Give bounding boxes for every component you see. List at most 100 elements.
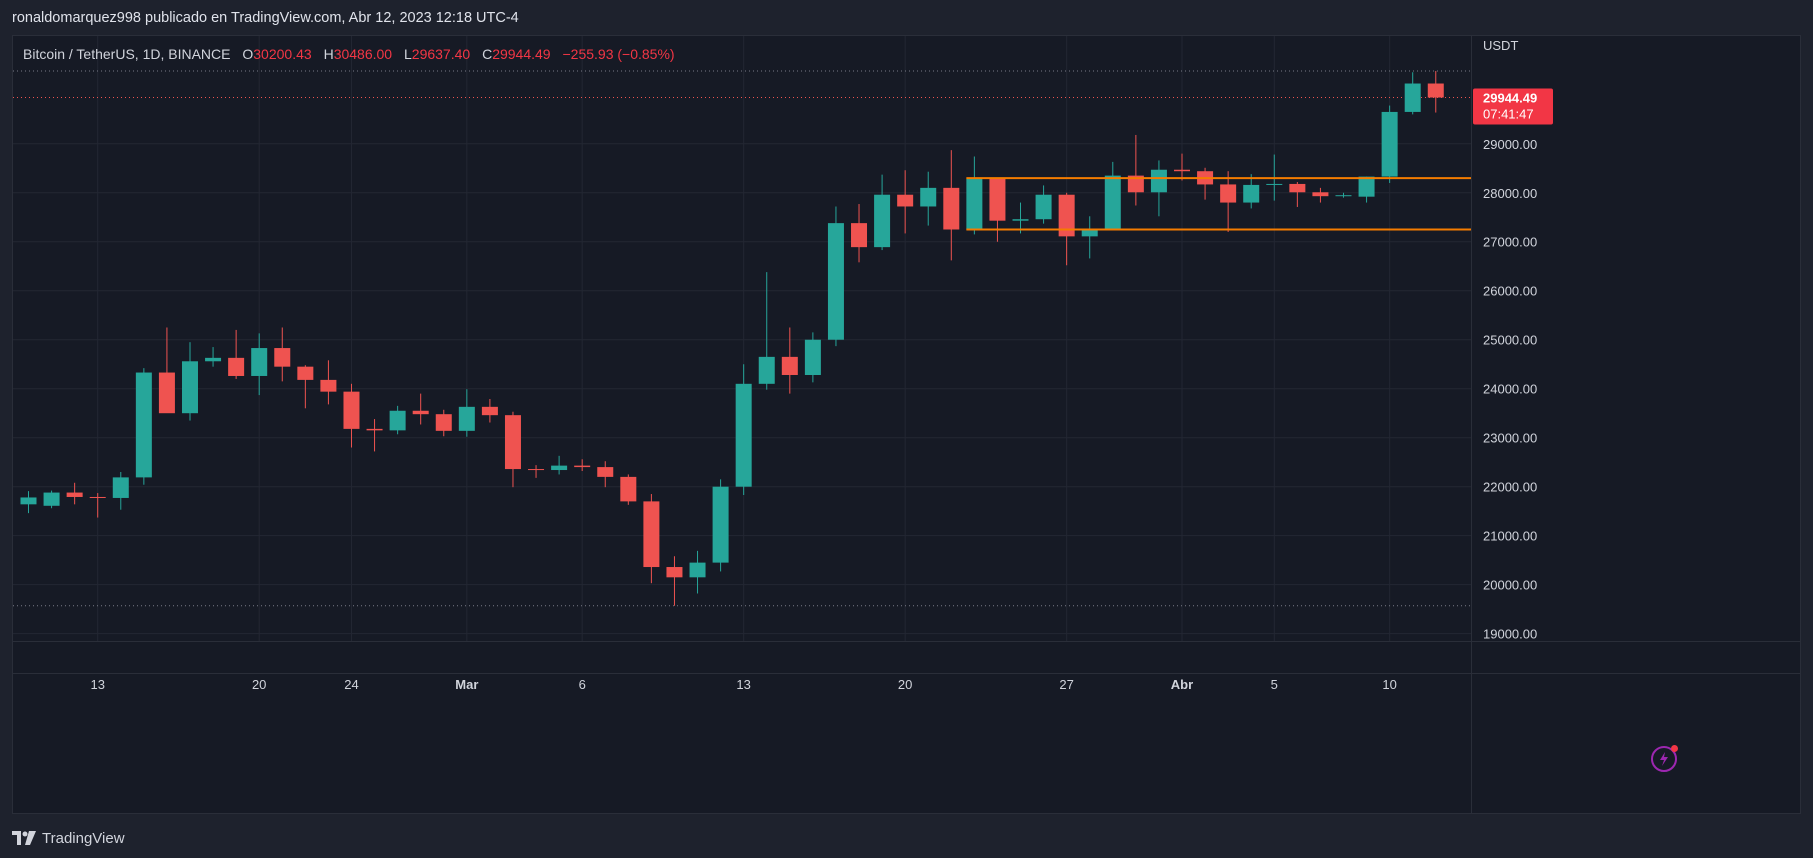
publication-header: ronaldomarquez998 publicado en TradingVi… bbox=[12, 10, 519, 30]
candle-body bbox=[205, 357, 222, 362]
candle-body bbox=[1174, 169, 1190, 172]
price-badge bbox=[1473, 88, 1553, 125]
candle-body bbox=[1104, 175, 1121, 230]
candle-body bbox=[1220, 184, 1237, 203]
high-value: 30486.00 bbox=[333, 46, 393, 62]
candle-body bbox=[1289, 183, 1306, 193]
candle-body bbox=[412, 410, 429, 415]
candle-body bbox=[943, 187, 960, 230]
candle-body bbox=[1266, 183, 1283, 185]
candle-body bbox=[458, 406, 475, 431]
time-tick-label: Abr bbox=[1171, 677, 1193, 692]
time-tick-label: 6 bbox=[579, 677, 586, 692]
candle-body bbox=[89, 496, 106, 498]
candle-body bbox=[574, 465, 591, 468]
open-label: O bbox=[242, 46, 254, 62]
candle-body bbox=[1081, 229, 1098, 237]
candle-body bbox=[481, 406, 498, 416]
time-tick-label: 24 bbox=[344, 677, 358, 692]
price-tick-label: 21000.00 bbox=[1483, 529, 1537, 544]
footer: TradingView bbox=[12, 827, 125, 849]
candle-body bbox=[1012, 219, 1029, 221]
time-tick-label: 10 bbox=[1382, 677, 1396, 692]
price-badge-countdown: 07:41:47 bbox=[1483, 107, 1534, 122]
candle-body bbox=[112, 477, 129, 498]
candle-body bbox=[389, 410, 406, 431]
candle-body bbox=[689, 562, 706, 578]
time-tick-label: Mar bbox=[455, 677, 478, 692]
candle-body bbox=[1427, 83, 1444, 98]
close-value: 29944.49 bbox=[492, 46, 551, 62]
candle-body bbox=[1127, 175, 1144, 193]
symbol-label[interactable]: Bitcoin / TetherUS, 1D, BINANCE bbox=[23, 46, 231, 62]
candle-body bbox=[1058, 194, 1075, 237]
price-tick-label: 23000.00 bbox=[1483, 431, 1537, 446]
candle-body bbox=[158, 372, 175, 414]
time-tick-label: 20 bbox=[898, 677, 912, 692]
candle-body bbox=[666, 567, 683, 578]
candlestick-chart[interactable]: USDT 19000.00 20000.00 21000.00 22000.00 2300… bbox=[13, 36, 1800, 813]
price-tick-label: 24000.00 bbox=[1483, 382, 1537, 397]
tradingview-logo-icon[interactable] bbox=[12, 831, 36, 845]
candle-body bbox=[1335, 195, 1352, 197]
candle-body bbox=[735, 383, 752, 487]
price-tick-label: 22000.00 bbox=[1483, 480, 1537, 495]
candle-body bbox=[920, 187, 937, 207]
low-value: 29637.40 bbox=[411, 46, 471, 62]
candle-body bbox=[758, 356, 775, 384]
candle-body bbox=[297, 366, 314, 380]
candle-body bbox=[827, 223, 844, 340]
candle-body bbox=[551, 465, 568, 471]
price-tick-label: 29000.00 bbox=[1483, 137, 1537, 152]
chart-panel[interactable]: USDT 19000.00 20000.00 21000.00 22000.00 2300… bbox=[12, 35, 1801, 814]
candle-body bbox=[343, 391, 360, 429]
candle-body bbox=[874, 194, 891, 248]
candle-body bbox=[1243, 184, 1260, 203]
price-tick-label: 25000.00 bbox=[1483, 333, 1537, 348]
time-tick-label: 20 bbox=[252, 677, 266, 692]
candle-body bbox=[251, 348, 268, 376]
candle-body bbox=[643, 501, 660, 568]
change-value: −255.93 (−0.85%) bbox=[562, 46, 675, 62]
candle-body bbox=[804, 339, 821, 375]
time-tick-label: 13 bbox=[90, 677, 104, 692]
price-tick-label: 20000.00 bbox=[1483, 578, 1537, 593]
high-label: H bbox=[323, 46, 334, 62]
candle-body bbox=[435, 414, 452, 431]
currency-label: USDT bbox=[1483, 38, 1518, 53]
candle-body bbox=[43, 492, 60, 506]
candle-body bbox=[851, 223, 868, 248]
candle-body bbox=[1404, 83, 1421, 112]
ohlc-legend: Bitcoin / TetherUS, 1D, BINANCE O30200.4… bbox=[23, 46, 675, 62]
candle-body bbox=[897, 194, 914, 207]
candle-body bbox=[366, 428, 383, 431]
candle-body bbox=[966, 178, 983, 230]
candle-body bbox=[1035, 194, 1052, 220]
published-text: ronaldomarquez998 publicado en TradingVi… bbox=[12, 10, 519, 26]
lightning-bolt-icon[interactable] bbox=[1651, 745, 1678, 772]
candle-body bbox=[135, 372, 152, 478]
brand-name[interactable]: TradingView bbox=[42, 829, 125, 847]
candle-body bbox=[597, 467, 614, 477]
candle-body bbox=[504, 415, 521, 470]
candle-body bbox=[181, 361, 198, 414]
price-tick-label: 28000.00 bbox=[1483, 186, 1537, 201]
candle-body bbox=[66, 492, 83, 497]
open-value: 30200.43 bbox=[253, 46, 312, 62]
candle-body bbox=[1150, 169, 1167, 193]
low-label: L bbox=[403, 46, 412, 62]
time-tick-label: 13 bbox=[736, 677, 750, 692]
candle-body bbox=[528, 469, 545, 471]
price-badge-value: 29944.49 bbox=[1483, 91, 1537, 106]
alert-dot bbox=[1671, 745, 1678, 752]
candle-body bbox=[20, 497, 37, 505]
candle-body bbox=[712, 486, 729, 563]
time-tick-label: 5 bbox=[1271, 677, 1278, 692]
candle-body bbox=[781, 356, 798, 375]
candle-body bbox=[1381, 111, 1398, 177]
close-label: C bbox=[482, 46, 493, 62]
candle-body bbox=[620, 476, 637, 502]
candle-body bbox=[228, 357, 245, 376]
price-tick-label: 26000.00 bbox=[1483, 284, 1537, 299]
price-tick-label: 19000.00 bbox=[1483, 627, 1537, 642]
